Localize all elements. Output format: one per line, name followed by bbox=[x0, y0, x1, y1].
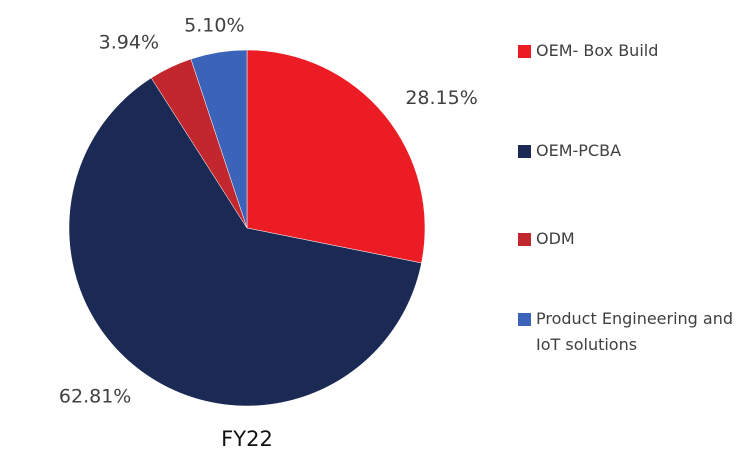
value-label: 3.94% bbox=[99, 32, 159, 54]
legend-item: Product Engineering and IoT solutions bbox=[518, 306, 753, 358]
legend-item: ODM bbox=[518, 226, 753, 252]
legend-swatch bbox=[518, 313, 531, 326]
pie-slice bbox=[190, 49, 248, 229]
legend-label: ODM bbox=[536, 229, 575, 248]
pie-slice bbox=[68, 77, 422, 407]
legend-item: OEM- Box Build bbox=[518, 38, 753, 64]
legend-label: Product Engineering and IoT solutions bbox=[536, 309, 734, 354]
pie-slice bbox=[246, 49, 426, 264]
legend-item: OEM-PCBA bbox=[518, 138, 753, 164]
legend-label: OEM-PCBA bbox=[536, 141, 622, 160]
legend-swatch bbox=[518, 45, 531, 58]
value-label: 28.15% bbox=[405, 87, 477, 109]
legend-label: OEM- Box Build bbox=[536, 41, 659, 60]
value-label: 62.81% bbox=[59, 385, 131, 407]
value-label: 5.10% bbox=[184, 14, 244, 36]
chart-title: FY22 bbox=[221, 427, 273, 451]
legend-swatch bbox=[518, 145, 531, 158]
legend-swatch bbox=[518, 233, 531, 246]
